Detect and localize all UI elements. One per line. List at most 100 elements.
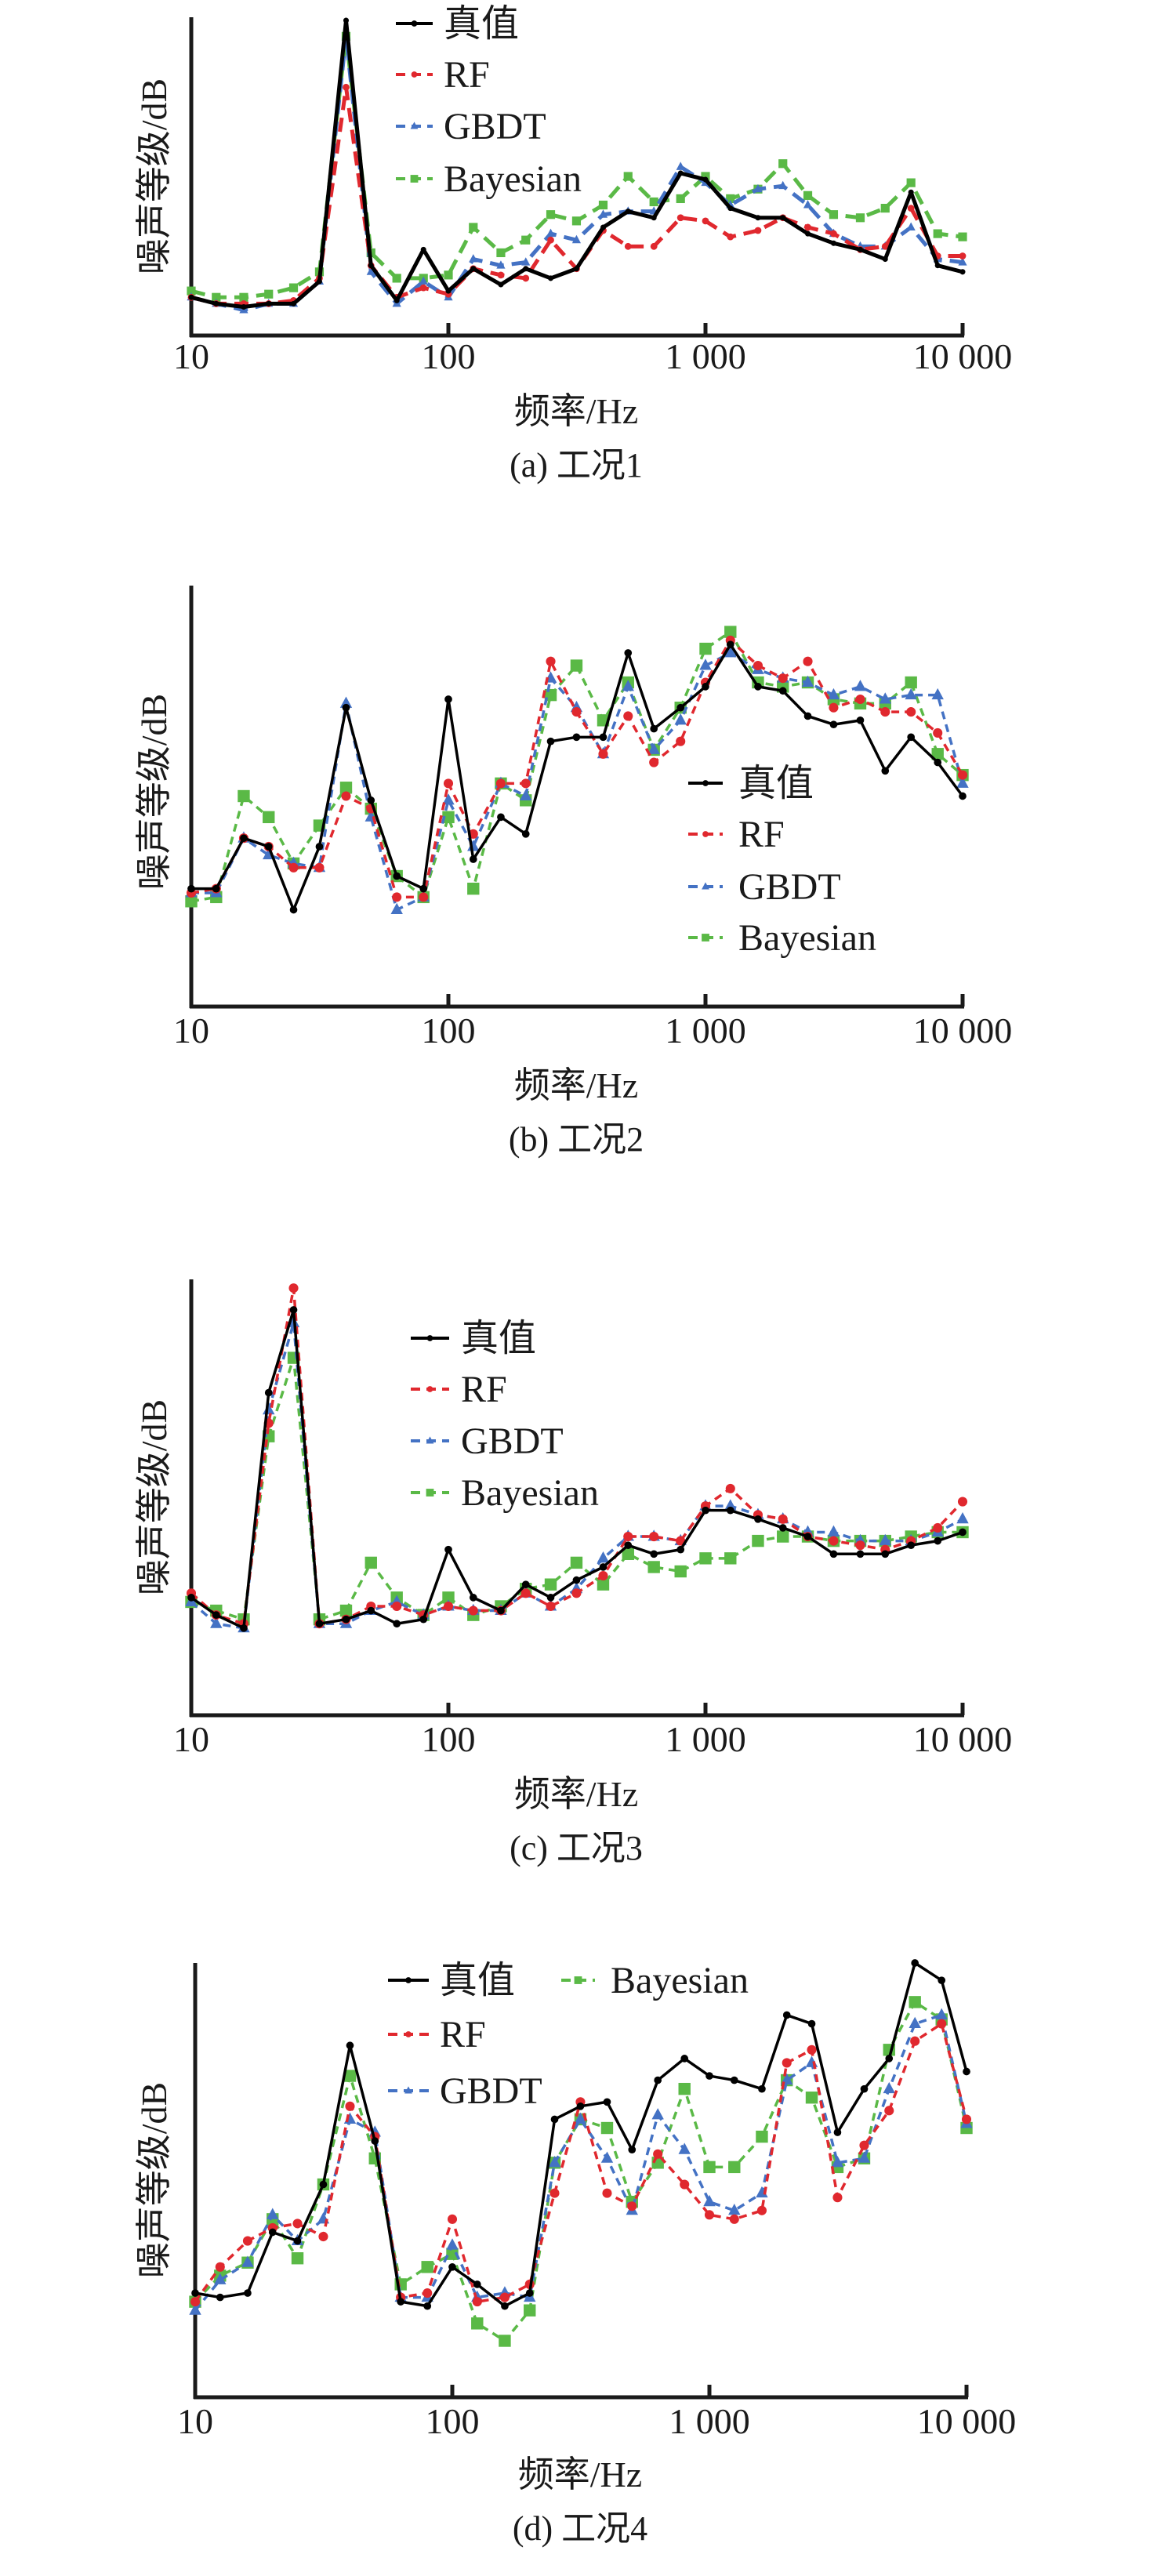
- data-point: [674, 713, 687, 725]
- data-point: [187, 1594, 195, 1602]
- data-point: [724, 1499, 737, 1511]
- data-point: [394, 297, 400, 303]
- data-point: [699, 1552, 712, 1565]
- data-point: [600, 2121, 614, 2135]
- data-point: [244, 2289, 252, 2297]
- data-point: [730, 2076, 738, 2084]
- data-point: [728, 2203, 741, 2215]
- data-point: [420, 246, 426, 252]
- data-point: [724, 646, 737, 658]
- data-point: [777, 1530, 789, 1543]
- data-point: [803, 1533, 812, 1540]
- panel-b: 噪声等级/dB 10 100 1 000 10 000 频率/Hz (b) 工况…: [134, 586, 1012, 1159]
- data-point: [187, 884, 195, 893]
- data-point: [602, 2188, 612, 2198]
- series-真值: [187, 1306, 967, 1632]
- x-tick-label: 100: [426, 2401, 480, 2441]
- data-point: [240, 1624, 248, 1632]
- data-point: [472, 2297, 482, 2307]
- data-point: [442, 1591, 455, 1604]
- series-line: [190, 1286, 964, 1625]
- data-point: [266, 300, 272, 307]
- data-point: [367, 796, 375, 804]
- data-point: [547, 236, 554, 244]
- data-point: [933, 727, 943, 738]
- data-point: [499, 2292, 510, 2302]
- data-point: [187, 286, 196, 296]
- data-point: [703, 2194, 716, 2207]
- data-point: [212, 884, 220, 893]
- data-point: [963, 2067, 970, 2076]
- data-point: [907, 1541, 916, 1550]
- data-point: [571, 234, 582, 244]
- data-point: [345, 2101, 355, 2111]
- data-point: [549, 2188, 560, 2198]
- data-point: [371, 2137, 379, 2145]
- legend-marker: [702, 780, 709, 786]
- data-point: [419, 1615, 428, 1624]
- data-point: [883, 2081, 895, 2094]
- data-point: [445, 288, 452, 294]
- data-point: [647, 742, 660, 754]
- data-point: [931, 688, 944, 700]
- data-point: [315, 1620, 324, 1628]
- data-point: [827, 1525, 840, 1537]
- data-point: [339, 1604, 353, 1617]
- legend: 真值 RF GBDT Bayesian: [396, 3, 582, 200]
- x-tick-label: 100: [422, 1010, 476, 1050]
- legend: 真值 RF GBDT Bayesian: [411, 1318, 599, 1514]
- data-point: [931, 748, 944, 760]
- x-tick-label: 1 000: [665, 336, 746, 376]
- x-axis-title: 频率/Hz: [514, 1774, 638, 1814]
- x-axis-title: 频率/Hz: [514, 1065, 638, 1105]
- data-point: [909, 1996, 921, 2008]
- data-point: [622, 1547, 634, 1560]
- data-point: [627, 2201, 637, 2211]
- data-point: [880, 204, 890, 213]
- data-point: [803, 656, 813, 666]
- data-point: [546, 656, 556, 666]
- data-point: [572, 733, 581, 742]
- data-point: [805, 2055, 818, 2067]
- data-point: [803, 712, 812, 720]
- data-point: [264, 289, 274, 299]
- data-point: [288, 862, 299, 873]
- data-point: [520, 789, 532, 800]
- data-point: [934, 263, 941, 269]
- legend-marker: [426, 1436, 434, 1444]
- data-point: [572, 1576, 581, 1584]
- data-point: [755, 215, 761, 221]
- data-point: [651, 2108, 664, 2120]
- data-point: [213, 300, 219, 307]
- data-point: [830, 230, 837, 238]
- data-point: [726, 194, 735, 204]
- data-point: [191, 2289, 199, 2297]
- data-point: [880, 707, 890, 717]
- data-point: [879, 692, 891, 704]
- data-point: [649, 757, 659, 767]
- data-point: [959, 1528, 967, 1537]
- data-point: [959, 269, 966, 275]
- data-point: [576, 2102, 585, 2110]
- data-point: [938, 1976, 946, 1984]
- data-point: [728, 2161, 741, 2174]
- legend-marker: [702, 831, 709, 837]
- data-point: [497, 271, 505, 279]
- data-point: [907, 205, 915, 212]
- legend-marker: [404, 2086, 412, 2094]
- x-tick-label: 10: [173, 1010, 209, 1050]
- data-point: [623, 1531, 633, 1542]
- data-point: [521, 1580, 530, 1589]
- data-point: [934, 1537, 942, 1545]
- data-point: [905, 676, 917, 689]
- legend-marker: [405, 1977, 412, 1983]
- legend: 真值 RF GBDT Bayesian: [388, 1960, 749, 2112]
- data-point: [471, 2317, 484, 2330]
- data-point: [446, 2248, 459, 2260]
- data-point: [316, 278, 322, 285]
- data-point: [724, 1552, 737, 1565]
- data-point: [782, 2011, 791, 2019]
- data-point: [346, 2041, 354, 2050]
- x-axis-title: 频率/Hz: [518, 2454, 642, 2494]
- data-point: [699, 642, 712, 655]
